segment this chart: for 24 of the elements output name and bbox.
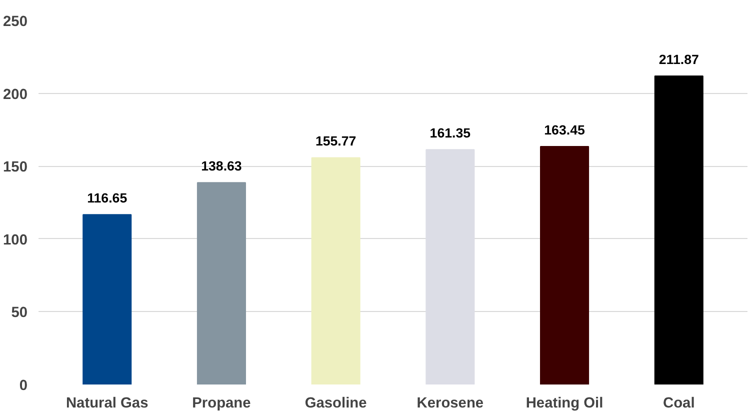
bar	[82, 214, 132, 384]
x-tick-label: Natural Gas	[66, 396, 148, 412]
y-tick-label: 150	[3, 160, 28, 176]
y-tick-label: 250	[3, 14, 28, 30]
data-label: 138.63	[201, 158, 242, 174]
data-label: 211.87	[658, 52, 699, 68]
bar	[654, 76, 704, 384]
y-tick-label: 200	[3, 86, 28, 103]
bar	[311, 157, 360, 384]
bar	[540, 146, 590, 384]
y-tick-label: 50	[11, 305, 28, 322]
x-tick-label: Kerosene	[416, 396, 484, 412]
y-tick-label: 0	[19, 378, 28, 394]
data-label: 155.77	[315, 134, 356, 149]
bar	[196, 182, 246, 384]
y-tick-label: 100	[3, 232, 28, 248]
x-tick-label: Heating Oil	[526, 396, 604, 412]
x-tick-label: Coal	[663, 396, 695, 412]
x-tick-label: Propane	[192, 396, 251, 412]
x-tick-label: Gasoline	[304, 396, 367, 412]
data-label: 161.35	[430, 126, 472, 141]
data-label: 116.65	[87, 190, 128, 206]
bar	[426, 149, 475, 384]
data-label: 163.45	[544, 122, 586, 138]
